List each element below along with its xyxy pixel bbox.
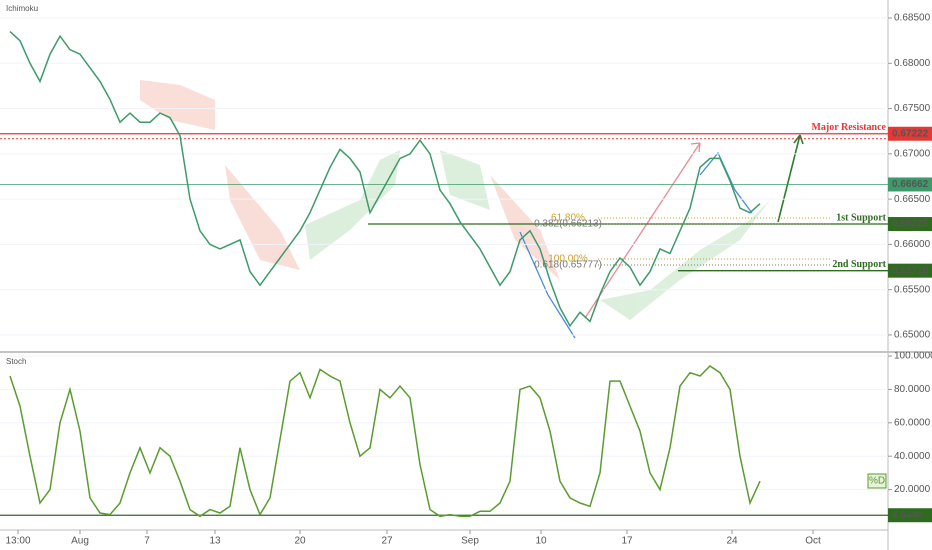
ichimoku-cloud — [140, 80, 770, 320]
x-tick-label: 24 — [726, 536, 738, 547]
x-tick-label: Oct — [805, 536, 821, 547]
y-tick-label: 80.0000 — [894, 384, 931, 395]
x-tick-label: 20 — [294, 536, 306, 547]
y-tick-label: 0.67500 — [894, 103, 931, 114]
level-label: 1st Support — [836, 212, 886, 223]
x-tick-label: 13 — [209, 536, 221, 547]
x-tick-label: 7 — [144, 536, 150, 547]
series-line — [9, 365, 761, 518]
price-label: 0.67222 — [892, 128, 929, 139]
y-tick-label: 0.68500 — [894, 13, 931, 24]
y-tick-label: 0.67000 — [894, 148, 931, 159]
price-label: 0.65710 — [892, 265, 929, 276]
fib-label: 61.80% — [551, 213, 585, 224]
price-label-box — [888, 508, 932, 523]
x-tick-label: 13:00 — [5, 536, 30, 547]
price-label: 0.66225 — [892, 219, 929, 230]
y-tick-label: 60.0000 — [894, 417, 931, 428]
fib-label: 100.00% — [548, 254, 588, 265]
x-tick-label: Aug — [71, 536, 89, 547]
y-tick-label: 0.66500 — [894, 194, 931, 205]
price-label: 0.66662 — [892, 179, 929, 190]
pane-title: Stoch — [6, 357, 26, 366]
y-tick-label: 0.65000 — [894, 330, 931, 341]
level-label: 2nd Support — [832, 259, 886, 270]
price-label-box — [888, 217, 932, 232]
y-tick-label: 0.68000 — [894, 58, 931, 69]
price-label-box — [888, 177, 932, 192]
x-tick-label: 10 — [535, 536, 547, 547]
x-tick-label: 17 — [621, 536, 633, 547]
price-label: 4.6440 — [892, 510, 923, 521]
y-tick-label: 20.0000 — [894, 484, 931, 495]
price-label-box — [888, 263, 932, 278]
price-label-box — [888, 126, 932, 141]
x-tick-label: Sep — [461, 536, 479, 547]
series-line — [9, 31, 761, 328]
fib-label: 0.618(0.65777) — [534, 260, 602, 271]
x-tick-label: 27 — [381, 536, 393, 547]
legend-label: %D — [869, 476, 885, 487]
y-tick-label: 40.0000 — [894, 451, 931, 462]
y-tick-label: 0.66000 — [894, 239, 931, 250]
y-tick-label: 100.0000 — [894, 351, 932, 362]
y-tick-label: 0.65500 — [894, 284, 931, 295]
level-label: Major Resistance — [811, 122, 886, 133]
pane-title: Ichimoku — [6, 4, 38, 13]
fib-label: 0.382(0.66213) — [534, 219, 602, 230]
legend-box — [867, 473, 887, 489]
